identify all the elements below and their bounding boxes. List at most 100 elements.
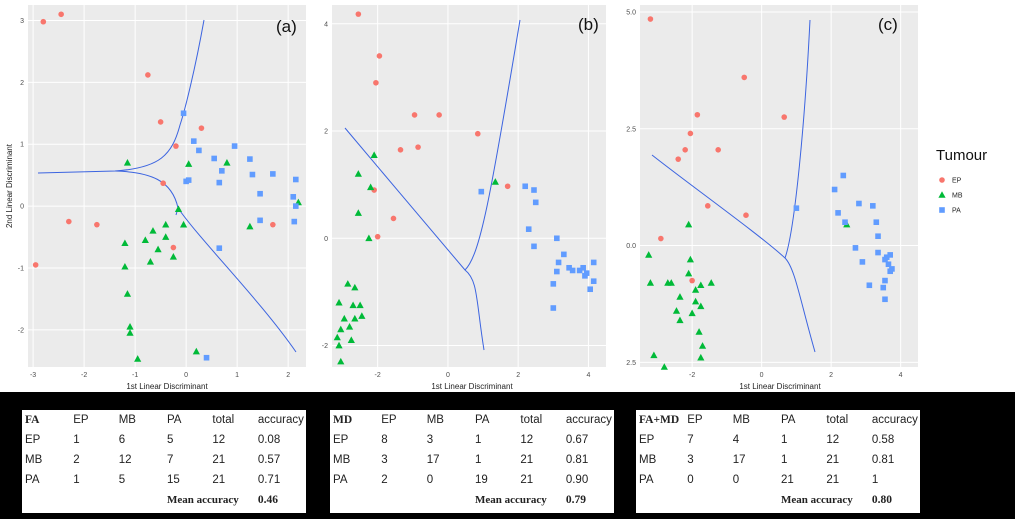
panel-a-xlabel: 1st Linear Discriminant (126, 382, 208, 391)
confusion-table-fa-md: FA+MD EP MB PA total accuracy EP 7 4 1 12 0.58 MB 3 17… (636, 410, 920, 513)
data-point-mb (349, 301, 357, 309)
legend-label-ep: EP (952, 178, 962, 185)
table-cell: 2 (381, 474, 388, 486)
data-point-mb (685, 269, 693, 277)
data-point-pa (203, 354, 210, 361)
data-point-pa (840, 172, 847, 179)
data-point-mb (347, 336, 355, 343)
data-point-pa (590, 278, 597, 284)
data-point-ep (715, 147, 721, 153)
table-cell: 17 (732, 454, 746, 466)
table-row: MB 2 12 7 21 0.57 (22, 450, 306, 470)
data-point-ep (436, 112, 442, 118)
data-point-mb (154, 245, 162, 253)
x-tick-label: 0 (184, 372, 188, 379)
data-point-mb (707, 279, 715, 286)
data-point-mb (491, 178, 499, 185)
panel-a-label: (a) (276, 17, 297, 36)
mean-accuracy-label: Mean accuracy (474, 494, 547, 506)
data-point-pa (190, 138, 197, 144)
table-header-cell: accuracy (257, 414, 304, 426)
table-cell: 6 (118, 434, 126, 446)
data-point-ep (741, 74, 748, 81)
data-point-mb (246, 222, 254, 230)
data-point-ep (160, 180, 166, 187)
data-point-mb (223, 158, 231, 166)
data-point-pa (525, 226, 532, 232)
data-point-mb (123, 158, 132, 166)
table-cell: 21 (212, 454, 226, 466)
data-point-pa (793, 205, 800, 211)
panel-c-background (640, 5, 918, 367)
table-cell: 0 (426, 474, 434, 486)
confusion-matrix: FA EP MB PA total accuracy EP 1 6 5 12 0.08 MB 2 12 7 21… (22, 410, 306, 510)
table-header-cell: PA (780, 414, 796, 426)
y-tick-label: 0 (20, 204, 24, 211)
data-point-mb (335, 341, 343, 349)
data-point-pa (873, 219, 880, 225)
data-point-mb (685, 220, 693, 228)
data-point-mb (162, 233, 170, 240)
table-cell: 7 (166, 454, 174, 466)
table-cell: 17 (426, 454, 440, 466)
data-point-pa (291, 218, 298, 225)
table-cell: 4 (732, 434, 740, 446)
mean-accuracy-value: 0.80 (871, 494, 892, 506)
data-point-ep (374, 233, 381, 240)
table-cell: 3 (426, 434, 434, 446)
data-point-pa (866, 282, 873, 289)
table-header-cell: MB (118, 414, 136, 426)
data-point-mb (333, 333, 341, 341)
data-point-pa (196, 147, 202, 154)
legend-title: Tumour (936, 147, 987, 164)
data-point-ep (145, 72, 151, 78)
table-feature-label: FA+MD (639, 414, 680, 426)
table-cell: EP (639, 434, 655, 446)
data-point-mb (354, 209, 362, 216)
x-tick-label: -2 (375, 372, 381, 379)
data-point-pa (842, 219, 848, 225)
data-point-ep (94, 221, 100, 228)
table-cell: PA (639, 474, 654, 486)
data-point-pa (290, 194, 297, 200)
table-cell: 0.90 (565, 474, 589, 486)
data-point-mb (660, 363, 668, 370)
data-point-ep (373, 79, 379, 86)
table-header-cell: total (826, 414, 849, 426)
mean-accuracy-value: 0.79 (565, 494, 586, 506)
panel-c-label: (c) (878, 15, 898, 34)
data-point-pa (859, 259, 866, 265)
legend-label-mb: MB (952, 193, 963, 200)
data-point-pa (875, 249, 881, 256)
y-tick-label: 1 (20, 142, 24, 149)
legend: Tumour EP MB PA (936, 147, 987, 215)
data-point-mb (351, 283, 359, 291)
table-cell: 1 (474, 454, 482, 466)
x-tick-label: 0 (760, 372, 764, 379)
data-point-ep (376, 53, 383, 59)
y-tick-label: 5.0 (626, 10, 636, 17)
table-header-row: MD EP MB PA total accuracy (330, 410, 614, 430)
table-cell: 0.08 (257, 434, 281, 446)
table-cell: EP (333, 434, 349, 446)
data-point-pa (882, 256, 888, 263)
table-cell: 12 (520, 434, 534, 446)
data-point-mb (335, 298, 343, 306)
table-feature-label: FA (25, 414, 40, 426)
table-header-cell: MB (426, 414, 444, 426)
data-point-pa (185, 177, 192, 183)
data-point-pa (561, 251, 567, 258)
data-point-pa (576, 267, 583, 274)
data-point-pa (875, 233, 881, 240)
data-point-mb (192, 347, 200, 355)
table-cell: MB (333, 454, 351, 466)
data-point-ep (390, 215, 397, 222)
table-cell: 0 (687, 474, 694, 486)
data-point-pa (566, 264, 572, 271)
table-cell: 0.58 (871, 434, 895, 446)
data-point-mb (141, 236, 149, 243)
y-tick-label: -2 (18, 327, 24, 334)
data-point-pa (583, 270, 590, 276)
legend-marker-pa (939, 207, 945, 213)
data-point-mb (340, 314, 348, 322)
